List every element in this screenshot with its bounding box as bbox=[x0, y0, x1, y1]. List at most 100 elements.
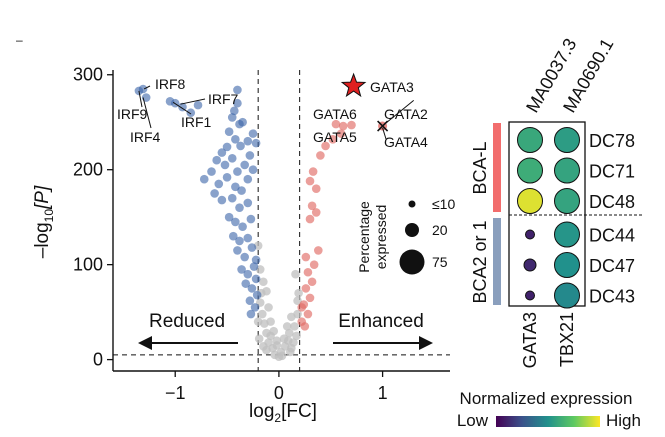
x-axis-title-rest: [FC] bbox=[281, 401, 317, 422]
reduced-point bbox=[238, 222, 247, 231]
reduced-point bbox=[248, 129, 258, 138]
gene-label: GATA3 bbox=[370, 79, 414, 95]
size-legend-dot bbox=[408, 200, 416, 208]
reduced-point bbox=[199, 174, 209, 184]
reduced-point bbox=[227, 193, 237, 203]
gene-labels: IRF8 IRF9 IRF4 IRF7 IRF1 GATA3 GATA2 GATA6 GATA5… bbox=[117, 76, 428, 150]
enhanced-point bbox=[316, 151, 325, 160]
ns-point bbox=[292, 331, 301, 341]
row-label: DC47 bbox=[589, 256, 635, 276]
gene-label-connector bbox=[385, 99, 415, 124]
y-axis-title: –log10[P] bbox=[32, 185, 56, 258]
row-label: DC71 bbox=[589, 162, 635, 182]
reduced-point bbox=[138, 84, 148, 94]
reduced-point bbox=[238, 117, 247, 127]
reduced-point bbox=[186, 108, 196, 118]
colorbar-gradient bbox=[496, 416, 600, 427]
enhanced-point bbox=[303, 267, 313, 277]
colorbar: Normalized expression Low High bbox=[457, 389, 641, 430]
gene-label-connector bbox=[142, 97, 152, 129]
reduced-point bbox=[247, 284, 257, 293]
x-tick-label: 1 bbox=[378, 383, 388, 403]
enhanced-point bbox=[307, 201, 317, 211]
reduced-point bbox=[233, 167, 242, 176]
enhanced-point bbox=[301, 284, 311, 293]
x-axis-title-sub: 2 bbox=[274, 411, 281, 425]
reduced-point bbox=[237, 265, 246, 274]
expression-dot bbox=[523, 258, 537, 272]
group-label: BCA-L bbox=[470, 141, 490, 194]
reduced-point bbox=[210, 189, 219, 198]
threshold-lines bbox=[113, 70, 450, 371]
x-axis-title-main: log bbox=[249, 401, 274, 422]
expression-dot bbox=[517, 157, 543, 184]
expression-dot bbox=[554, 252, 580, 278]
size-legend-label: ≤10 bbox=[432, 196, 455, 212]
expression-dot bbox=[554, 282, 580, 309]
y-tick-label: 300 bbox=[73, 65, 103, 85]
enhanced-point bbox=[305, 176, 315, 186]
reduced-point bbox=[231, 217, 240, 227]
reduced-point bbox=[214, 179, 224, 189]
y-tick-label: 200 bbox=[73, 160, 103, 180]
gene-label: IRF7 bbox=[208, 91, 239, 107]
y-axis-title-main: –log bbox=[32, 222, 53, 258]
enhanced-point bbox=[336, 129, 346, 138]
reduced-point bbox=[231, 182, 240, 192]
row-label: DC44 bbox=[589, 226, 635, 246]
reduced-point bbox=[220, 160, 230, 170]
ns-point bbox=[258, 309, 267, 319]
group-label: BCA2 or 1 bbox=[470, 220, 490, 303]
reduced-point bbox=[235, 236, 244, 246]
size-legend-dot bbox=[405, 223, 419, 237]
gene-label-connector bbox=[172, 101, 192, 115]
colorbar-title: Normalized expression bbox=[460, 389, 633, 408]
reduced-point bbox=[222, 172, 232, 182]
ns-point bbox=[262, 345, 271, 355]
reduced-point bbox=[228, 231, 238, 241]
reduced-label: Reduced bbox=[149, 311, 225, 332]
size-legend-label: 75 bbox=[432, 254, 448, 270]
reduced-point bbox=[240, 160, 249, 170]
enhanced-point bbox=[308, 167, 318, 176]
expression-dot bbox=[525, 290, 535, 301]
group-bar bbox=[493, 218, 501, 305]
enhanced-point bbox=[300, 322, 310, 331]
reduced-point bbox=[178, 102, 187, 112]
gene-label-connector bbox=[382, 127, 387, 140]
reduced-point bbox=[241, 279, 251, 288]
expression-dot bbox=[554, 127, 580, 153]
ns-point bbox=[254, 334, 264, 344]
reduced-point bbox=[193, 100, 203, 110]
gene-label: GATA4 bbox=[384, 134, 428, 150]
y-axis-title-sub: 10 bbox=[42, 209, 56, 223]
corner-mark: – bbox=[16, 33, 23, 47]
group-bar bbox=[493, 123, 501, 212]
reduced-point bbox=[245, 151, 255, 160]
reduced-point bbox=[217, 195, 227, 205]
volcano-points bbox=[134, 72, 389, 362]
gene-label: IRF8 bbox=[155, 76, 186, 92]
reduced-point bbox=[224, 212, 234, 222]
y-axis-title-rest: [P] bbox=[32, 185, 53, 210]
reduced-point bbox=[246, 309, 256, 319]
ns-point bbox=[277, 351, 287, 361]
gene-label-connector bbox=[180, 98, 206, 105]
size-legend-entries: ≤10 20 75 bbox=[399, 196, 455, 275]
reduced-point bbox=[240, 252, 249, 262]
reduced-point bbox=[235, 203, 244, 212]
enhanced-point bbox=[328, 135, 338, 144]
y-tick-label: 0 bbox=[93, 350, 103, 370]
reduced-point bbox=[217, 148, 227, 157]
colorbar-low: Low bbox=[457, 411, 489, 430]
reduced-point bbox=[212, 155, 221, 165]
ns-point bbox=[259, 277, 268, 287]
reduced-point bbox=[227, 154, 237, 163]
size-legend-title-2: expressed bbox=[373, 205, 389, 270]
colorbar-high: High bbox=[606, 411, 641, 430]
enhanced-point bbox=[338, 121, 348, 131]
ns-point bbox=[294, 288, 303, 298]
reduced-point bbox=[243, 198, 253, 208]
